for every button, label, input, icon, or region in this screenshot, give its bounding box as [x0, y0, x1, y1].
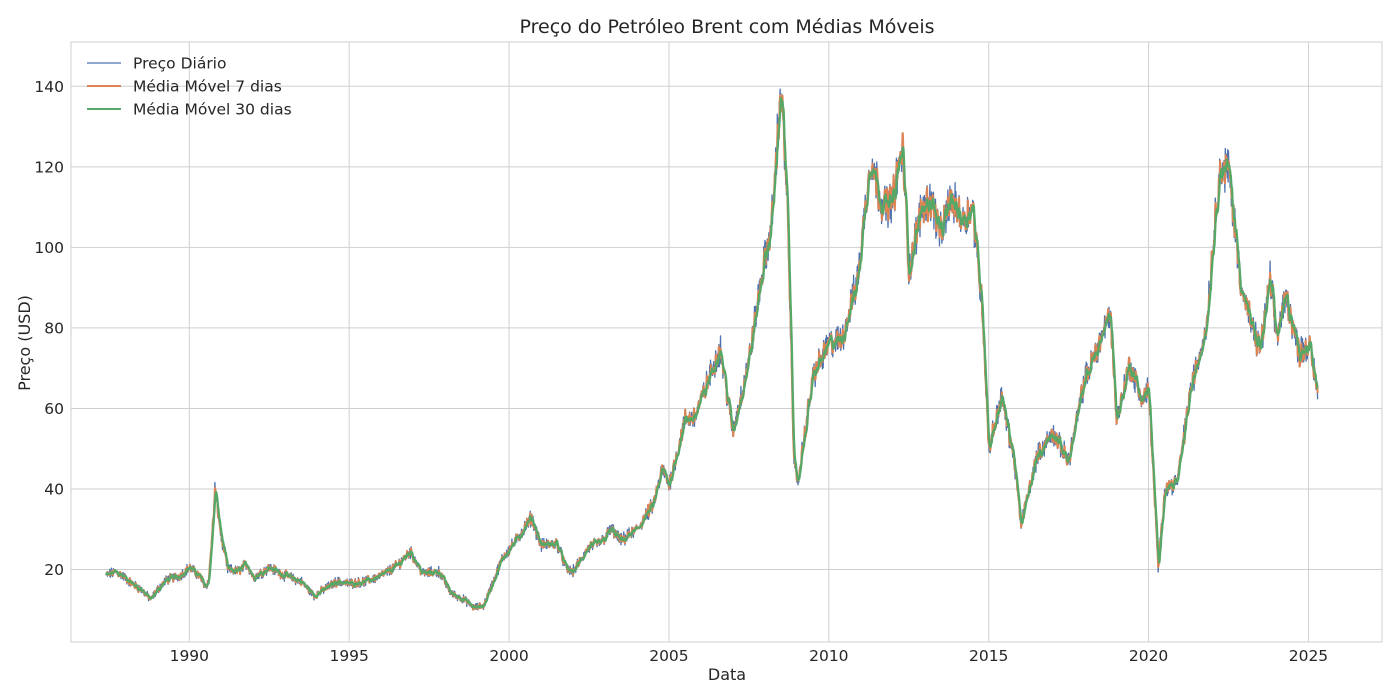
y-tick-label: 140: [34, 78, 64, 96]
y-tick-label: 20: [44, 561, 64, 579]
series-line-media-30-dias: [105, 96, 1319, 609]
x-tick-label: 2010: [809, 647, 848, 665]
tick-labels: 1990 1995 2000 2005 2010 2015 2020 2025 20 40 60 80…: [34, 78, 1328, 665]
x-tick-label: 2015: [969, 647, 1008, 665]
x-tick-label: 1995: [329, 647, 368, 665]
chart-title: Preço do Petróleo Brent com Médias Móvei…: [519, 16, 934, 38]
series-layer: [105, 88, 1319, 611]
x-tick-label: 2020: [1129, 647, 1168, 665]
x-tick-label: 2005: [649, 647, 688, 665]
x-tick-label: 2025: [1289, 647, 1328, 665]
y-tick-label: 100: [34, 239, 64, 257]
y-tick-label: 40: [44, 480, 64, 498]
plot-area: [70, 41, 1383, 643]
grid: [71, 42, 1382, 642]
y-axis-label: Preço (USD): [15, 295, 34, 391]
legend: Preço Diário Média Móvel 7 dias Média Móve…: [87, 55, 292, 119]
legend-entry-label: Preço Diário: [133, 55, 226, 73]
y-tick-label: 80: [44, 319, 64, 337]
x-tick-label: 1990: [170, 647, 209, 665]
legend-entry-label: Média Móvel 7 dias: [133, 78, 282, 96]
legend-entry-label: Média Móvel 30 dias: [133, 101, 292, 119]
y-tick-label: 60: [44, 400, 64, 418]
x-axis-label: Data: [708, 665, 746, 684]
x-tick-label: 2000: [489, 647, 528, 665]
y-tick-label: 120: [34, 158, 64, 176]
